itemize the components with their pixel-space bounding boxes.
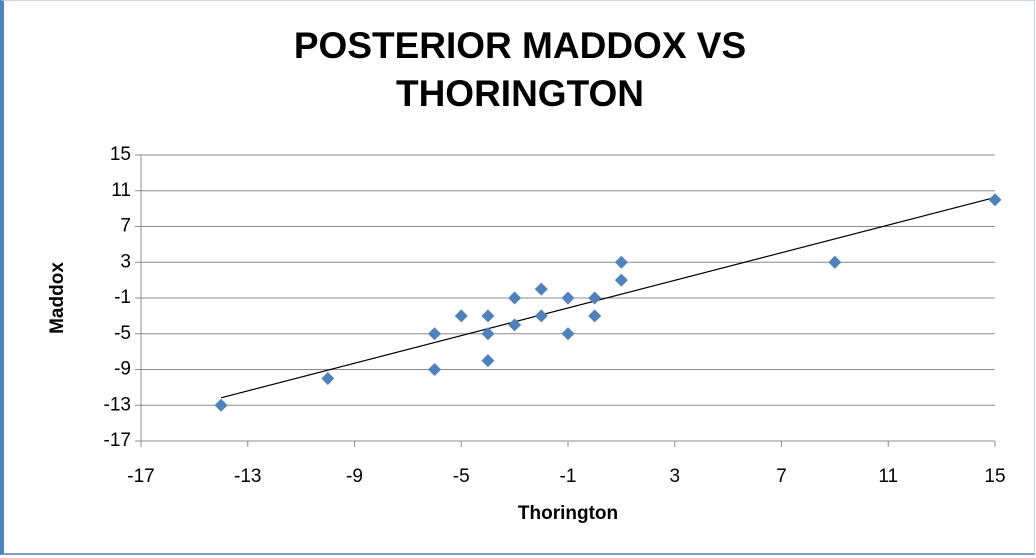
point — [481, 309, 495, 323]
x-tick-label: -13 — [234, 466, 261, 487]
y-tick-label: -5 — [114, 323, 131, 344]
y-tick-label: 3 — [120, 251, 131, 272]
y-tick-label: -17 — [104, 430, 131, 451]
point — [614, 255, 628, 269]
point — [561, 291, 575, 305]
y-tick-label: -9 — [114, 359, 131, 380]
point — [534, 282, 548, 296]
point — [508, 318, 522, 332]
point — [214, 398, 228, 412]
point — [428, 327, 442, 341]
x-axis-label: Thorington — [518, 503, 618, 524]
y-tick-label: 15 — [110, 144, 131, 165]
x-tick-label: -5 — [453, 466, 470, 487]
y-tick-label: -1 — [114, 287, 131, 308]
point — [454, 309, 468, 323]
point — [481, 354, 495, 368]
point — [828, 255, 842, 269]
y-tick-label: 11 — [111, 180, 131, 201]
point — [988, 193, 1002, 207]
x-tick-label: -1 — [560, 466, 577, 487]
x-tick-label: 15 — [984, 466, 1005, 487]
y-axis-label: Maddox — [47, 262, 68, 334]
x-tick-label: 11 — [878, 466, 898, 487]
point — [588, 291, 602, 305]
x-tick-label: -17 — [127, 466, 154, 487]
chart-title: POSTERIOR MADDOX VS THORINGTON — [293, 25, 747, 114]
x-tick-label: 7 — [776, 466, 787, 487]
trendline — [220, 196, 996, 399]
point — [428, 363, 442, 376]
point — [321, 371, 335, 385]
y-tick-label: -13 — [104, 394, 131, 415]
y-tick-label: 7 — [120, 216, 131, 237]
point — [534, 309, 548, 323]
point — [481, 327, 495, 341]
point — [508, 291, 522, 305]
point — [588, 309, 602, 323]
x-tick-label: -9 — [346, 466, 363, 487]
point — [561, 327, 575, 341]
x-tick-label: 3 — [669, 466, 680, 487]
point — [614, 273, 628, 287]
